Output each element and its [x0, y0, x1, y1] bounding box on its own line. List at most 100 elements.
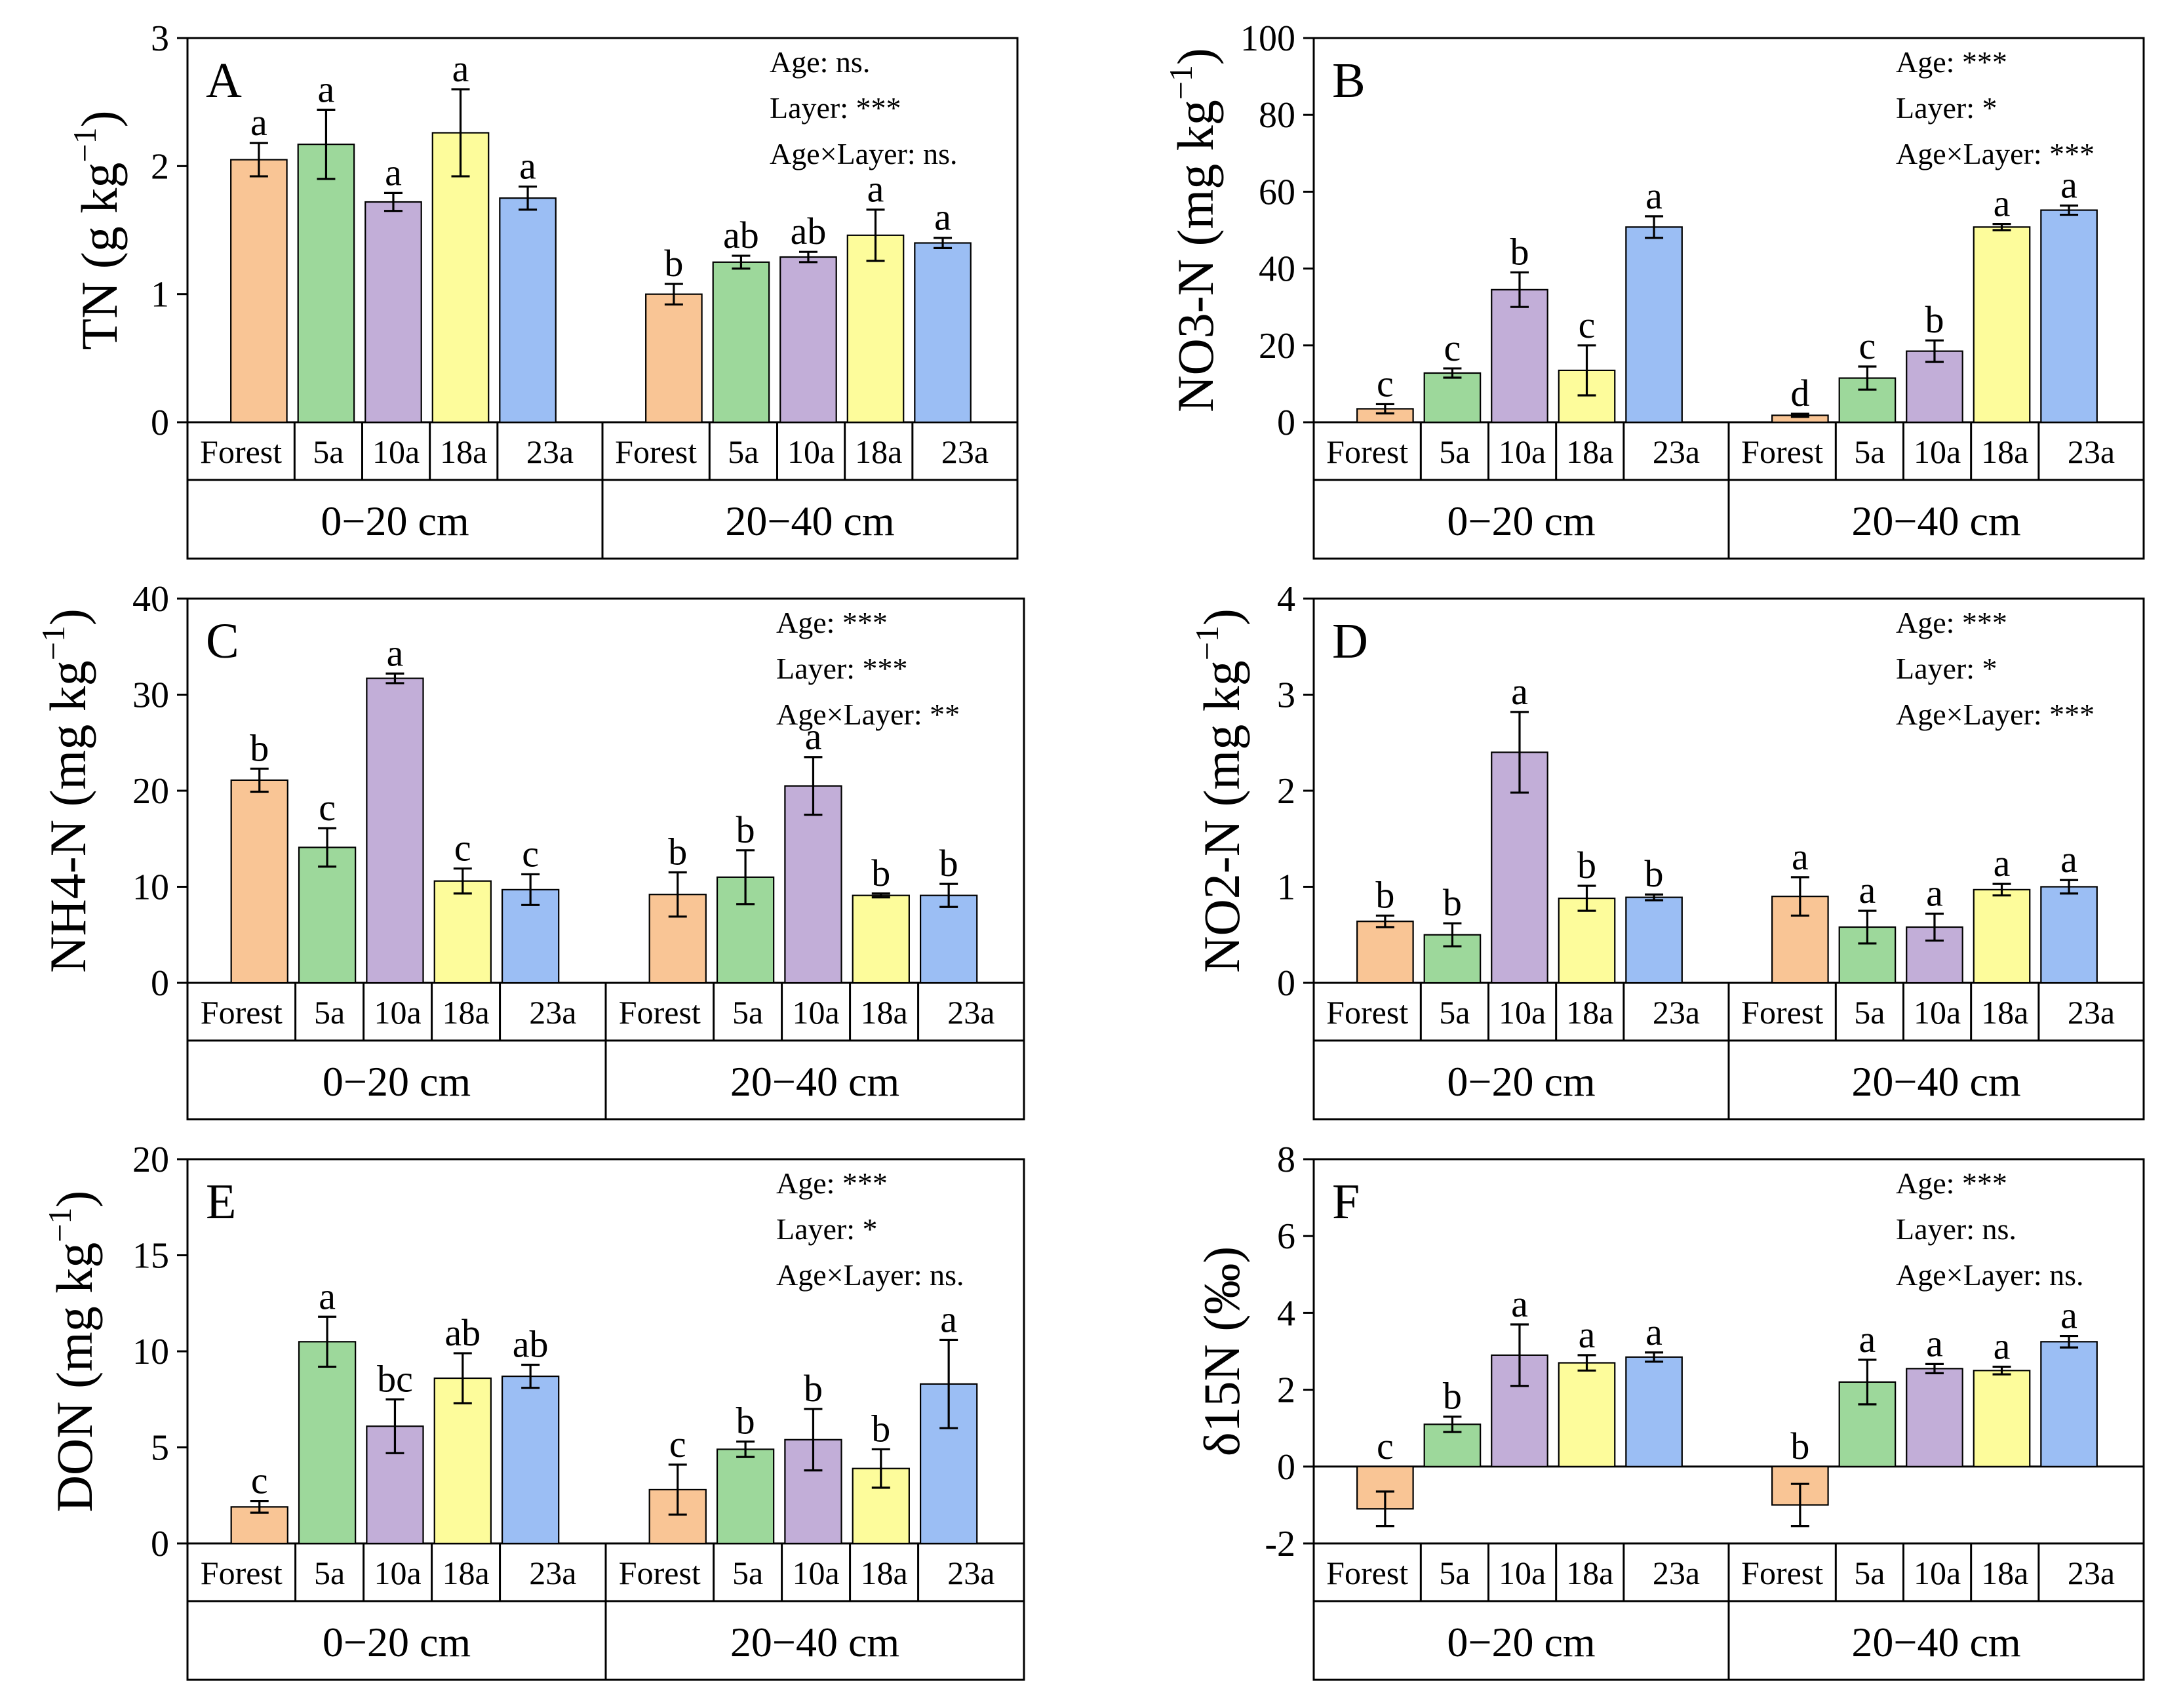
group-label: 20−40 cm [725, 498, 894, 544]
panel-letter: D [1332, 614, 1368, 669]
bar [919, 894, 978, 984]
bar [1356, 921, 1414, 984]
stats-line: Age: *** [776, 1166, 888, 1200]
y-axis-label-main: NO3-N (mg kg [1167, 100, 1224, 412]
category-label: 23a [529, 1555, 576, 1591]
y-tick-label: 4 [1277, 579, 1295, 620]
bar [230, 159, 288, 424]
y-tick-label: -2 [1265, 1524, 1295, 1564]
category-label: 10a [792, 1555, 839, 1591]
y-tick-label: 0 [1277, 403, 1295, 443]
significance-letter: b [1375, 873, 1394, 916]
y-tick-label: 0 [151, 403, 169, 443]
stats-line: Age: *** [1896, 45, 2007, 79]
bar [645, 293, 703, 424]
significance-letter: a [1792, 835, 1809, 878]
significance-letter: a [387, 631, 404, 674]
panel-letter: F [1332, 1174, 1360, 1229]
group-label: 0−20 cm [1447, 1058, 1595, 1105]
bar [433, 1377, 492, 1545]
stats-line: Age: ns. [770, 45, 870, 79]
bar [501, 1375, 560, 1545]
panel-letter: E [206, 1174, 236, 1229]
stats-line: Age×Layer: *** [1896, 137, 2095, 170]
group-label: 0−20 cm [323, 1058, 471, 1105]
significance-letter: a [1859, 1318, 1876, 1360]
category-label: 10a [374, 994, 421, 1031]
significance-letter: c [1377, 1425, 1394, 1467]
bar [1625, 1356, 1683, 1467]
y-tick-label: 20 [132, 1140, 169, 1180]
y-axis-label-sup: −1 [1162, 65, 1199, 100]
category-label: 5a [1854, 994, 1885, 1031]
category-label: 10a [792, 994, 839, 1031]
bar [1491, 288, 1548, 424]
significance-letter: b [1510, 230, 1529, 273]
y-tick-label: 20 [1259, 326, 1295, 367]
significance-letter: b [871, 852, 890, 894]
group-label: 0−20 cm [1447, 1619, 1595, 1665]
y-tick-label: 20 [132, 771, 169, 812]
group-label: 0−20 cm [323, 1619, 471, 1665]
category-label: 18a [1981, 994, 2028, 1031]
significance-letter: b [1443, 881, 1462, 924]
category-label: Forest [1326, 433, 1408, 470]
stats-line: Age: *** [1896, 606, 2007, 639]
y-tick-label: 80 [1259, 95, 1295, 136]
significance-letter: b [1790, 1425, 1809, 1467]
bar [779, 256, 837, 424]
category-label: 23a [526, 433, 574, 470]
category-label: 5a [314, 994, 345, 1031]
significance-letter: a [519, 145, 536, 188]
y-tick-label: 30 [132, 675, 169, 716]
category-label: 23a [1653, 994, 1700, 1031]
y-tick-label: 100 [1240, 18, 1295, 59]
y-tick-label: 5 [151, 1428, 169, 1469]
significance-letter: c [319, 786, 336, 829]
group-label: 20−40 cm [1851, 1619, 2020, 1665]
panel-letter: A [206, 53, 242, 108]
y-axis-label-main: δ15N (‰) [1193, 1246, 1250, 1457]
category-label: 18a [1566, 433, 1613, 470]
y-tick-label: 3 [151, 18, 169, 59]
y-axis-label-end: ) [71, 110, 128, 127]
category-label: 10a [1499, 433, 1546, 470]
y-tick-label: 15 [132, 1236, 169, 1277]
significance-letter: c [454, 827, 471, 869]
y-tick-label: 2 [1277, 1370, 1295, 1411]
significance-letter: a [934, 196, 951, 239]
stats-line: Age×Layer: ns. [770, 137, 958, 170]
significance-letter: b [1925, 298, 1944, 341]
bar [2040, 1341, 2098, 1467]
significance-letter: a [940, 1298, 957, 1340]
category-label: 23a [529, 994, 576, 1031]
bar [712, 261, 770, 424]
significance-letter: b [736, 1400, 755, 1442]
significance-letter: b [871, 1407, 890, 1450]
bar [297, 144, 355, 424]
y-tick-label: 40 [132, 579, 169, 620]
stats-line: Age×Layer: *** [1896, 698, 2095, 731]
stats-line: Layer: ns. [1896, 1212, 2016, 1246]
category-label: 23a [941, 433, 989, 470]
significance-letter: a [385, 151, 402, 193]
y-tick-label: 0 [1277, 963, 1295, 1004]
y-axis-label: NO3-N (mg kg−1) [1162, 48, 1224, 412]
category-label: 5a [313, 433, 344, 470]
category-label: 10a [1499, 1555, 1546, 1591]
y-tick-label: 10 [132, 867, 169, 908]
bar [784, 785, 842, 984]
y-axis-label-end: ) [1193, 608, 1250, 626]
significance-letter: a [2060, 163, 2077, 206]
significance-letter: a [1926, 872, 1943, 915]
significance-letter: a [1645, 174, 1662, 217]
significance-letter: b [736, 808, 755, 851]
significance-letter: a [1926, 1322, 1943, 1364]
category-label: 5a [1854, 1555, 1885, 1591]
y-axis-label: TN (g kg−1) [66, 110, 128, 349]
significance-letter: a [319, 1275, 336, 1317]
stats-line: Age: *** [776, 606, 888, 639]
bar [1423, 372, 1482, 424]
significance-letter: b [1645, 852, 1664, 895]
